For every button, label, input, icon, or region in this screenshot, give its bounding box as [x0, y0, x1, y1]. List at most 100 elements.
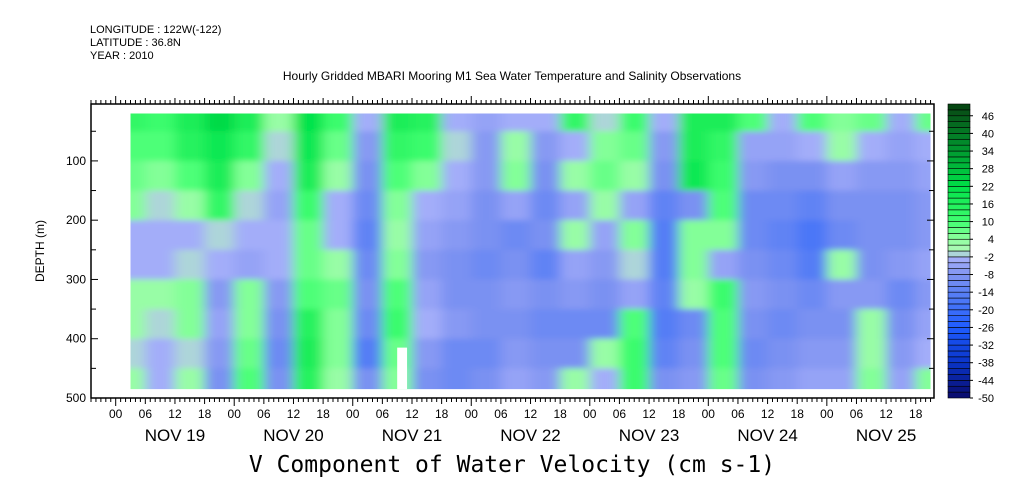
colorbar-swatch [947, 321, 971, 328]
colorbar-swatch [947, 256, 971, 264]
heatmap-cell [560, 249, 591, 281]
colorbar-swatch [947, 250, 971, 258]
colorbar-swatch [947, 374, 971, 381]
heatmap-cell [560, 309, 591, 340]
colorbar-swatch [947, 233, 971, 240]
heatmap-cell [174, 309, 206, 340]
colorbar-label: 16 [982, 199, 994, 211]
x-axis-label: V Component of Water Velocity (cm s-1) [248, 452, 776, 478]
heatmap-cell [560, 131, 591, 162]
heatmap-cell [174, 190, 206, 221]
x-day-label: NOV 20 [263, 426, 323, 445]
colorbar-swatch [947, 391, 971, 399]
heatmap-cell [708, 113, 739, 132]
heatmap-cell [886, 190, 917, 221]
heatmap-cell [382, 309, 413, 340]
heatmap-cell [130, 131, 146, 162]
colorbar-swatch [947, 215, 971, 222]
heatmap-cell [293, 131, 324, 162]
heatmap-cell [412, 190, 443, 221]
heatmap-cell [293, 249, 324, 281]
x-day-label: NOV 21 [382, 426, 442, 445]
heatmap-cell [737, 190, 769, 221]
x-hour-label: 06 [613, 407, 627, 421]
heatmap-cell [234, 190, 265, 221]
heatmap-cell [293, 160, 324, 192]
heatmap-cell [471, 160, 502, 192]
x-hour-label: 00 [346, 407, 360, 421]
heatmap-cell [708, 279, 739, 310]
colorbar-label: -8 [984, 270, 994, 282]
heatmap-cell [412, 220, 443, 251]
heatmap-cell [263, 249, 295, 281]
heatmap-cell [767, 113, 798, 132]
heatmap-cell [382, 249, 413, 281]
heatmap-cell [145, 113, 176, 132]
heatmap-cell [412, 338, 443, 369]
x-hour-label: 18 [672, 407, 686, 421]
heatmap-cell [174, 220, 206, 251]
heatmap-cell [589, 249, 621, 281]
heatmap-cell [382, 190, 413, 221]
heatmap-cell [234, 249, 265, 281]
heatmap-cell [856, 113, 887, 132]
heatmap-cell [530, 220, 561, 251]
colorbar-swatch [947, 133, 971, 140]
heatmap-cell [530, 309, 561, 340]
heatmap-cell [915, 338, 931, 369]
latitude-label: LATITUDE : 36.8N [90, 37, 181, 49]
colorbar-swatch [947, 162, 971, 169]
heatmap-cell [500, 338, 532, 369]
heatmap-cell [293, 190, 324, 221]
heatmap-cell [619, 279, 650, 310]
heatmap-cell [204, 309, 235, 340]
heatmap-cell [174, 160, 206, 192]
heatmap-cell [441, 131, 472, 162]
colorbar-swatch [947, 115, 971, 122]
colorbar-label: -32 [978, 340, 994, 352]
heatmap-cell [797, 220, 828, 251]
heatmap-cell [130, 220, 146, 251]
x-hour-label: 12 [524, 407, 538, 421]
heatmap-cell [323, 131, 354, 162]
colorbar-swatch [947, 197, 971, 205]
heatmap-cell [767, 279, 798, 310]
heatmap-cell [856, 338, 887, 369]
heatmap-cell [204, 190, 235, 221]
heatmap-cell [293, 279, 324, 310]
colorbar-swatch [947, 368, 971, 375]
heatmap-cell [678, 279, 709, 310]
heatmap-cell [500, 249, 532, 281]
x-hour-label: 06 [494, 407, 508, 421]
heatmap-cell [234, 160, 265, 192]
heatmap-cell [145, 220, 176, 251]
heatmap-cell [500, 220, 532, 251]
heatmap-cell [204, 338, 235, 369]
heatmap-cell [441, 113, 472, 132]
heatmap-cell [826, 113, 858, 132]
x-day-label: NOV 19 [145, 426, 205, 445]
x-hour-label: 12 [879, 407, 893, 421]
heatmap-cell [130, 190, 146, 221]
heatmap-cell [886, 338, 917, 369]
heatmap-cell [145, 338, 176, 369]
heatmap-cell [708, 249, 739, 281]
heatmap-cell [589, 338, 621, 369]
heatmap-cell [560, 368, 591, 390]
x-hour-label: 12 [761, 407, 775, 421]
heatmap-cell [471, 309, 502, 340]
heatmap-cell [915, 309, 931, 340]
heatmap-cell [145, 309, 176, 340]
colorbar-swatch [947, 262, 971, 269]
heatmap-cell [441, 220, 472, 251]
heatmap-cell [145, 279, 176, 310]
heatmap-cell [352, 279, 383, 310]
colorbar-swatch [947, 315, 971, 322]
heatmap-cell [649, 131, 680, 162]
heatmap-cell [530, 279, 561, 310]
heatmap-cell [589, 368, 621, 390]
heatmap-cell [708, 190, 739, 221]
heatmap-cell [145, 131, 176, 162]
x-hour-label: 18 [791, 407, 805, 421]
heatmap-cell [619, 338, 650, 369]
